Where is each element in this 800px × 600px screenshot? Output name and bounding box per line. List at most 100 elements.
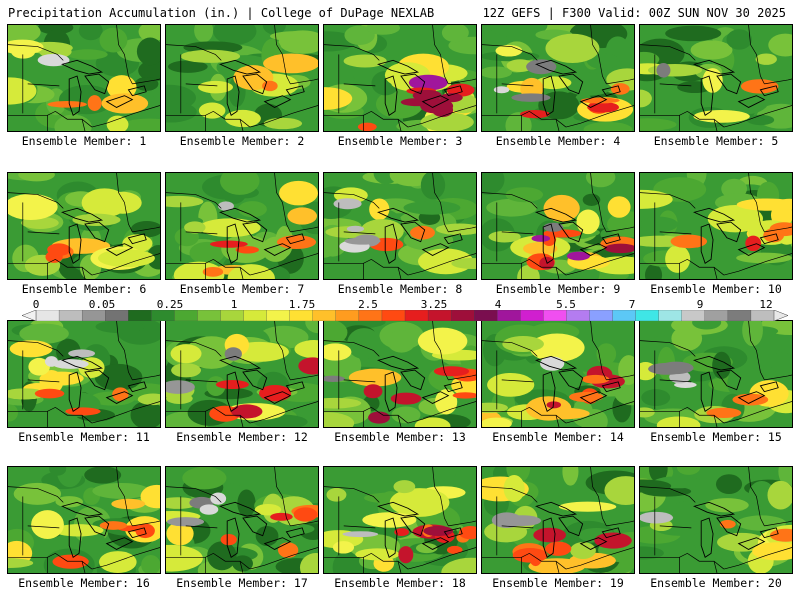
precip-contour xyxy=(53,524,104,537)
state-border xyxy=(713,119,718,131)
lake-outline xyxy=(443,381,463,393)
state-border xyxy=(185,525,218,529)
precip-contour xyxy=(207,541,237,571)
state-border xyxy=(590,173,607,233)
precip-contour xyxy=(140,484,160,509)
state-border xyxy=(116,321,133,381)
precip-contour xyxy=(347,328,382,360)
state-border xyxy=(91,401,160,424)
state-border xyxy=(640,44,696,61)
state-border xyxy=(640,340,696,357)
precip-contour xyxy=(755,53,777,65)
precip-field xyxy=(166,173,318,279)
precip-contour xyxy=(68,349,96,358)
lake-outline xyxy=(759,85,779,97)
precip-contour xyxy=(218,483,244,499)
precip-contour xyxy=(767,480,792,510)
lake-outline xyxy=(421,391,450,404)
lake-outline xyxy=(601,85,621,97)
state-border xyxy=(274,173,291,233)
precip-contour xyxy=(640,407,655,418)
scale-swatch xyxy=(612,310,637,321)
ensemble-member-map xyxy=(7,320,161,428)
precip-contour xyxy=(67,49,108,60)
lake-outline xyxy=(242,515,268,537)
state-border xyxy=(239,267,244,279)
precip-contour xyxy=(130,400,160,427)
precip-contour xyxy=(489,25,548,38)
precip-contour xyxy=(366,25,401,35)
precip-contour xyxy=(446,545,463,554)
lake-outline xyxy=(60,355,104,371)
state-border xyxy=(606,226,634,233)
precip-contour xyxy=(665,25,722,42)
precip-contour xyxy=(324,397,362,409)
state-border xyxy=(132,374,160,381)
precip-contour xyxy=(736,198,792,211)
precip-contour xyxy=(231,404,263,419)
precip-contour xyxy=(287,207,318,225)
precip-contour xyxy=(141,554,160,573)
state-border xyxy=(713,561,718,573)
state-border xyxy=(432,467,449,527)
precip-contour xyxy=(434,389,458,415)
lake-outline xyxy=(285,85,305,97)
state-border xyxy=(91,253,160,276)
precip-contour xyxy=(640,216,679,232)
precip-contour xyxy=(112,387,129,402)
lake-outline xyxy=(692,501,736,517)
state-border xyxy=(239,415,244,427)
precip-contour xyxy=(18,173,55,182)
state-border xyxy=(8,406,93,424)
scale-swatch xyxy=(128,310,152,321)
lake-outline xyxy=(579,391,608,404)
state-border xyxy=(249,401,318,424)
precip-contour xyxy=(640,511,674,524)
scale-swatch xyxy=(197,310,222,321)
ensemble-member-label: Ensemble Member: 17 xyxy=(176,576,308,590)
lake-outline xyxy=(263,95,292,108)
state-border xyxy=(166,486,222,503)
state-border xyxy=(91,105,160,128)
scale-tick-label: 1.75 xyxy=(288,298,316,311)
state-border xyxy=(27,231,60,235)
state-border xyxy=(81,561,86,573)
state-border xyxy=(166,406,251,424)
scale-swatch xyxy=(543,310,568,321)
precip-contour xyxy=(583,121,633,131)
precip-contour xyxy=(333,198,362,210)
lake-outline xyxy=(384,517,398,558)
state-border xyxy=(290,226,318,233)
ensemble-member-label: Ensemble Member: 14 xyxy=(492,430,624,444)
state-border xyxy=(748,25,765,85)
precip-contour xyxy=(748,481,775,507)
ensemble-member-label: Ensemble Member: 19 xyxy=(492,576,624,590)
precip-contour xyxy=(56,338,81,365)
scale-tick-label: 2.5 xyxy=(358,298,378,311)
state-border xyxy=(27,379,60,383)
state-border xyxy=(748,467,765,527)
lake-outline xyxy=(716,73,742,95)
state-border xyxy=(239,561,244,573)
precip-contour xyxy=(357,122,377,131)
precip-contour xyxy=(217,201,234,211)
state-border xyxy=(640,192,696,209)
lake-outline xyxy=(558,515,584,537)
precip-contour xyxy=(78,25,103,41)
lake-outline xyxy=(127,381,147,393)
precip-contour xyxy=(440,92,463,103)
precip-field xyxy=(482,467,634,573)
lake-outline xyxy=(421,243,450,256)
precip-field xyxy=(640,467,792,573)
precip-contour xyxy=(8,558,34,569)
scale-swatch xyxy=(520,310,545,321)
scale-swatch xyxy=(381,310,406,321)
precip-contour xyxy=(166,544,203,572)
precip-contour xyxy=(332,541,355,554)
lake-outline xyxy=(737,391,766,404)
precip-contour xyxy=(344,25,375,45)
lake-outline xyxy=(421,537,450,550)
state-border xyxy=(448,520,476,527)
ensemble-member-map xyxy=(323,172,477,280)
state-border xyxy=(397,415,402,427)
